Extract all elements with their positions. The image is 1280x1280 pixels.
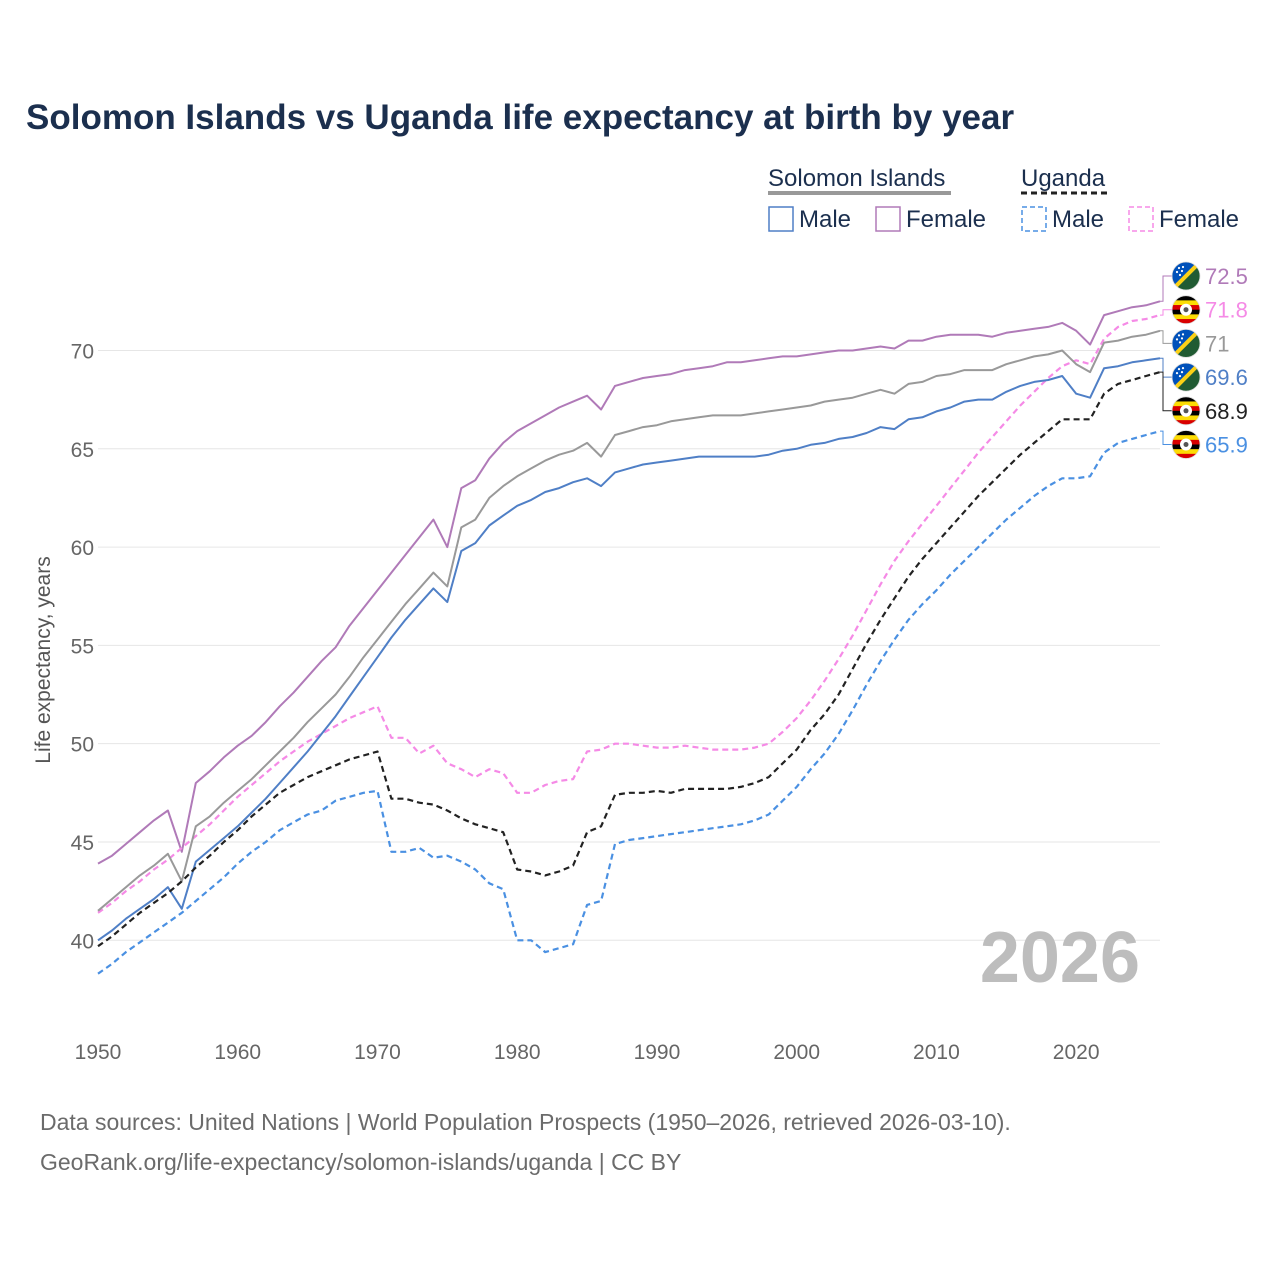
uganda-flag-icon [1171,396,1201,426]
uganda-flag-icon [1171,430,1201,459]
leader-line-sb_total [1160,330,1172,344]
legend-label-uganda-female[interactable]: Female [1159,206,1239,233]
source-line-1: Data sources: United Nations | World Pop… [40,1109,1011,1135]
x-tick-2020: 2020 [1053,1041,1100,1064]
leader-line-ug_female [1160,309,1172,316]
end-label-ug_total: 68.9 [1205,399,1248,424]
y-tick-40: 40 [71,930,94,953]
leader-line-sb_male [1160,357,1172,378]
x-tick-2010: 2010 [913,1041,960,1064]
x-axis-ticks: 1950 1960 1970 1980 1990 2000 2010 2020 [75,1041,1100,1064]
y-tick-55: 55 [71,635,94,658]
source-line-2: GeoRank.org/life-expectancy/solomon-isla… [40,1149,681,1175]
y-tick-65: 65 [71,439,94,462]
chart-title: Solomon Islands vs Uganda life expectanc… [26,98,1014,137]
x-tick-1990: 1990 [634,1041,681,1064]
y-axis-ticks: 40 45 50 55 60 65 70 [71,340,94,953]
legend-swatch-solomon-male[interactable] [768,206,794,232]
legend-label-solomon-female[interactable]: Female [906,206,986,233]
leader-line-ug_total [1160,371,1172,412]
legend-swatch-uganda-female[interactable] [1128,206,1154,232]
series-line-ug_total [97,371,1161,948]
legend: Solomon Islands Uganda Male Female Male … [768,165,1239,233]
y-axis-title: Life expectancy, years [32,556,55,763]
legend-group-solomon-islands: Solomon Islands [768,165,945,192]
end-label-ug_male: 65.9 [1205,433,1248,458]
y-tick-50: 50 [71,734,94,757]
year-watermark: 2026 [980,918,1140,998]
x-tick-1970: 1970 [354,1041,401,1064]
y-tick-60: 60 [71,537,94,560]
gridlines [98,349,1160,941]
legend-group-uganda: Uganda [1021,165,1106,192]
series-line-sb_female [97,300,1161,865]
end-label-sb_total: 71 [1205,331,1229,356]
end-labels: 72.5 71.8 71 69.6 68.9 65.9 [1160,261,1248,459]
legend-label-uganda-male[interactable]: Male [1052,206,1104,233]
series-line-ug_female [97,314,1161,914]
series-lines [97,300,1161,975]
y-tick-45: 45 [71,832,94,855]
leader-line-sb_female [1160,275,1172,302]
x-tick-2000: 2000 [773,1041,820,1064]
y-tick-70: 70 [71,340,94,363]
legend-swatch-solomon-female[interactable] [875,206,901,232]
end-label-sb_female: 72.5 [1205,264,1248,289]
end-label-sb_male: 69.6 [1205,365,1248,390]
legend-label-solomon-male[interactable]: Male [799,206,851,233]
x-tick-1960: 1960 [214,1041,261,1064]
leader-line-ug_male [1160,430,1172,445]
x-tick-1950: 1950 [75,1041,122,1064]
series-line-sb_male [97,357,1161,942]
series-line-ug_male [97,430,1161,975]
solomon-islands-flag-icon [1171,362,1201,392]
uganda-flag-icon [1171,295,1201,325]
solomon-islands-flag-icon [1171,328,1201,358]
series-line-sb_total [97,329,1161,912]
x-tick-1980: 1980 [494,1041,541,1064]
solomon-islands-flag-icon [1171,261,1201,291]
end-label-ug_female: 71.8 [1205,298,1248,323]
legend-swatch-uganda-male[interactable] [1021,206,1047,232]
